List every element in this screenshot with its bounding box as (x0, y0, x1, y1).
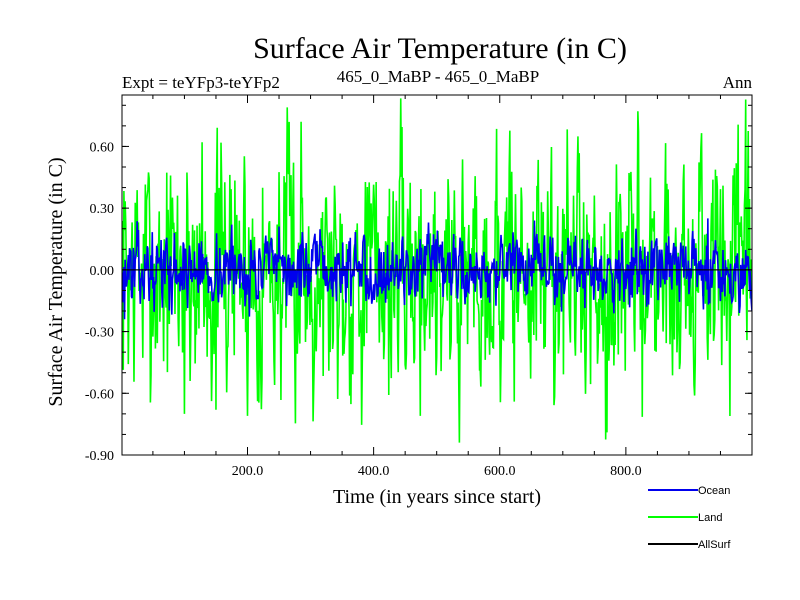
y-axis-label: Surface Air Temperature (in C) (45, 157, 67, 406)
x-tick-label: 200.0 (232, 464, 264, 479)
x-tick-label: 600.0 (484, 464, 516, 479)
x-tick-label: 400.0 (358, 464, 390, 479)
y-tick-label: 0.00 (90, 264, 115, 279)
series-line-ocean (122, 218, 752, 320)
subtitle-right: Ann (723, 73, 753, 92)
chart-title: Surface Air Temperature (in C) (253, 32, 627, 65)
x-axis-label: Time (in years since start) (333, 486, 541, 508)
legend-label-land: Land (698, 512, 722, 524)
y-tick-label: -0.30 (85, 326, 114, 341)
legend-label-allsurf: AllSurf (698, 539, 731, 551)
axes: 0.60 0.30 0.00 -0.30 -0.60 -0.90 200.0 400.0 600… (85, 94, 753, 479)
plot-area (122, 98, 752, 443)
subtitle-left: Expt = teYFp3-teYFp2 (122, 73, 280, 92)
y-tick-label: -0.90 (85, 449, 114, 464)
legend-label-ocean: Ocean (698, 485, 730, 497)
y-tick-label: 0.60 (90, 140, 115, 155)
y-tick-label: -0.60 (85, 387, 114, 402)
legend: Ocean Land AllSurf (648, 485, 731, 551)
subtitle-center: 465_0_MaBP - 465_0_MaBP (337, 67, 539, 86)
y-tick-label: 0.30 (90, 202, 115, 217)
x-tick-label: 800.0 (610, 464, 642, 479)
